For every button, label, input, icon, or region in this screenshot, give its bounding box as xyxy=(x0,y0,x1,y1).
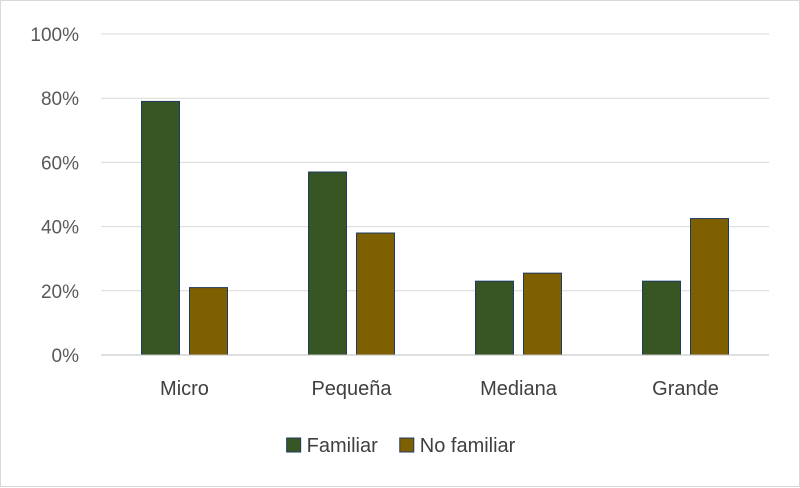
legend-item-familiar: Familiar xyxy=(286,435,378,457)
legend-label: No familiar xyxy=(420,435,516,457)
x-category-label: Grande xyxy=(652,378,719,400)
bar-no-familiar-micro xyxy=(189,287,228,356)
bar-familiar-grande xyxy=(642,280,681,356)
x-category-label: Pequeña xyxy=(311,378,392,400)
x-category-label: Micro xyxy=(160,378,209,400)
legend: Familiar No familiar xyxy=(286,435,516,457)
legend-swatch xyxy=(286,437,302,453)
gridlines xyxy=(101,33,769,292)
y-tick-label: 60% xyxy=(41,153,79,174)
y-tick-label: 0% xyxy=(52,346,80,367)
y-axis-tick-labels: 0% 20% 40% 60% 80% 100% xyxy=(30,25,79,367)
bar-no-familiar-grande xyxy=(690,218,729,356)
bar-familiar-pequeña xyxy=(308,171,347,356)
y-tick-label: 100% xyxy=(30,25,79,46)
legend-item-no-familiar: No familiar xyxy=(399,435,516,457)
legend-label: Familiar xyxy=(307,435,378,457)
bar-no-familiar-mediana xyxy=(523,272,562,356)
y-tick-label: 80% xyxy=(41,89,79,110)
y-tick-label: 40% xyxy=(41,218,79,239)
y-tick-label: 20% xyxy=(41,282,79,303)
bar-familiar-mediana xyxy=(475,280,514,356)
x-axis-category-labels: Micro Pequeña Mediana Grande xyxy=(160,378,719,400)
bar-familiar-micro xyxy=(141,100,180,356)
bar-no-familiar-pequeña xyxy=(356,232,395,356)
legend-swatch xyxy=(399,437,415,453)
x-category-label: Mediana xyxy=(480,378,558,400)
bars xyxy=(141,100,729,356)
